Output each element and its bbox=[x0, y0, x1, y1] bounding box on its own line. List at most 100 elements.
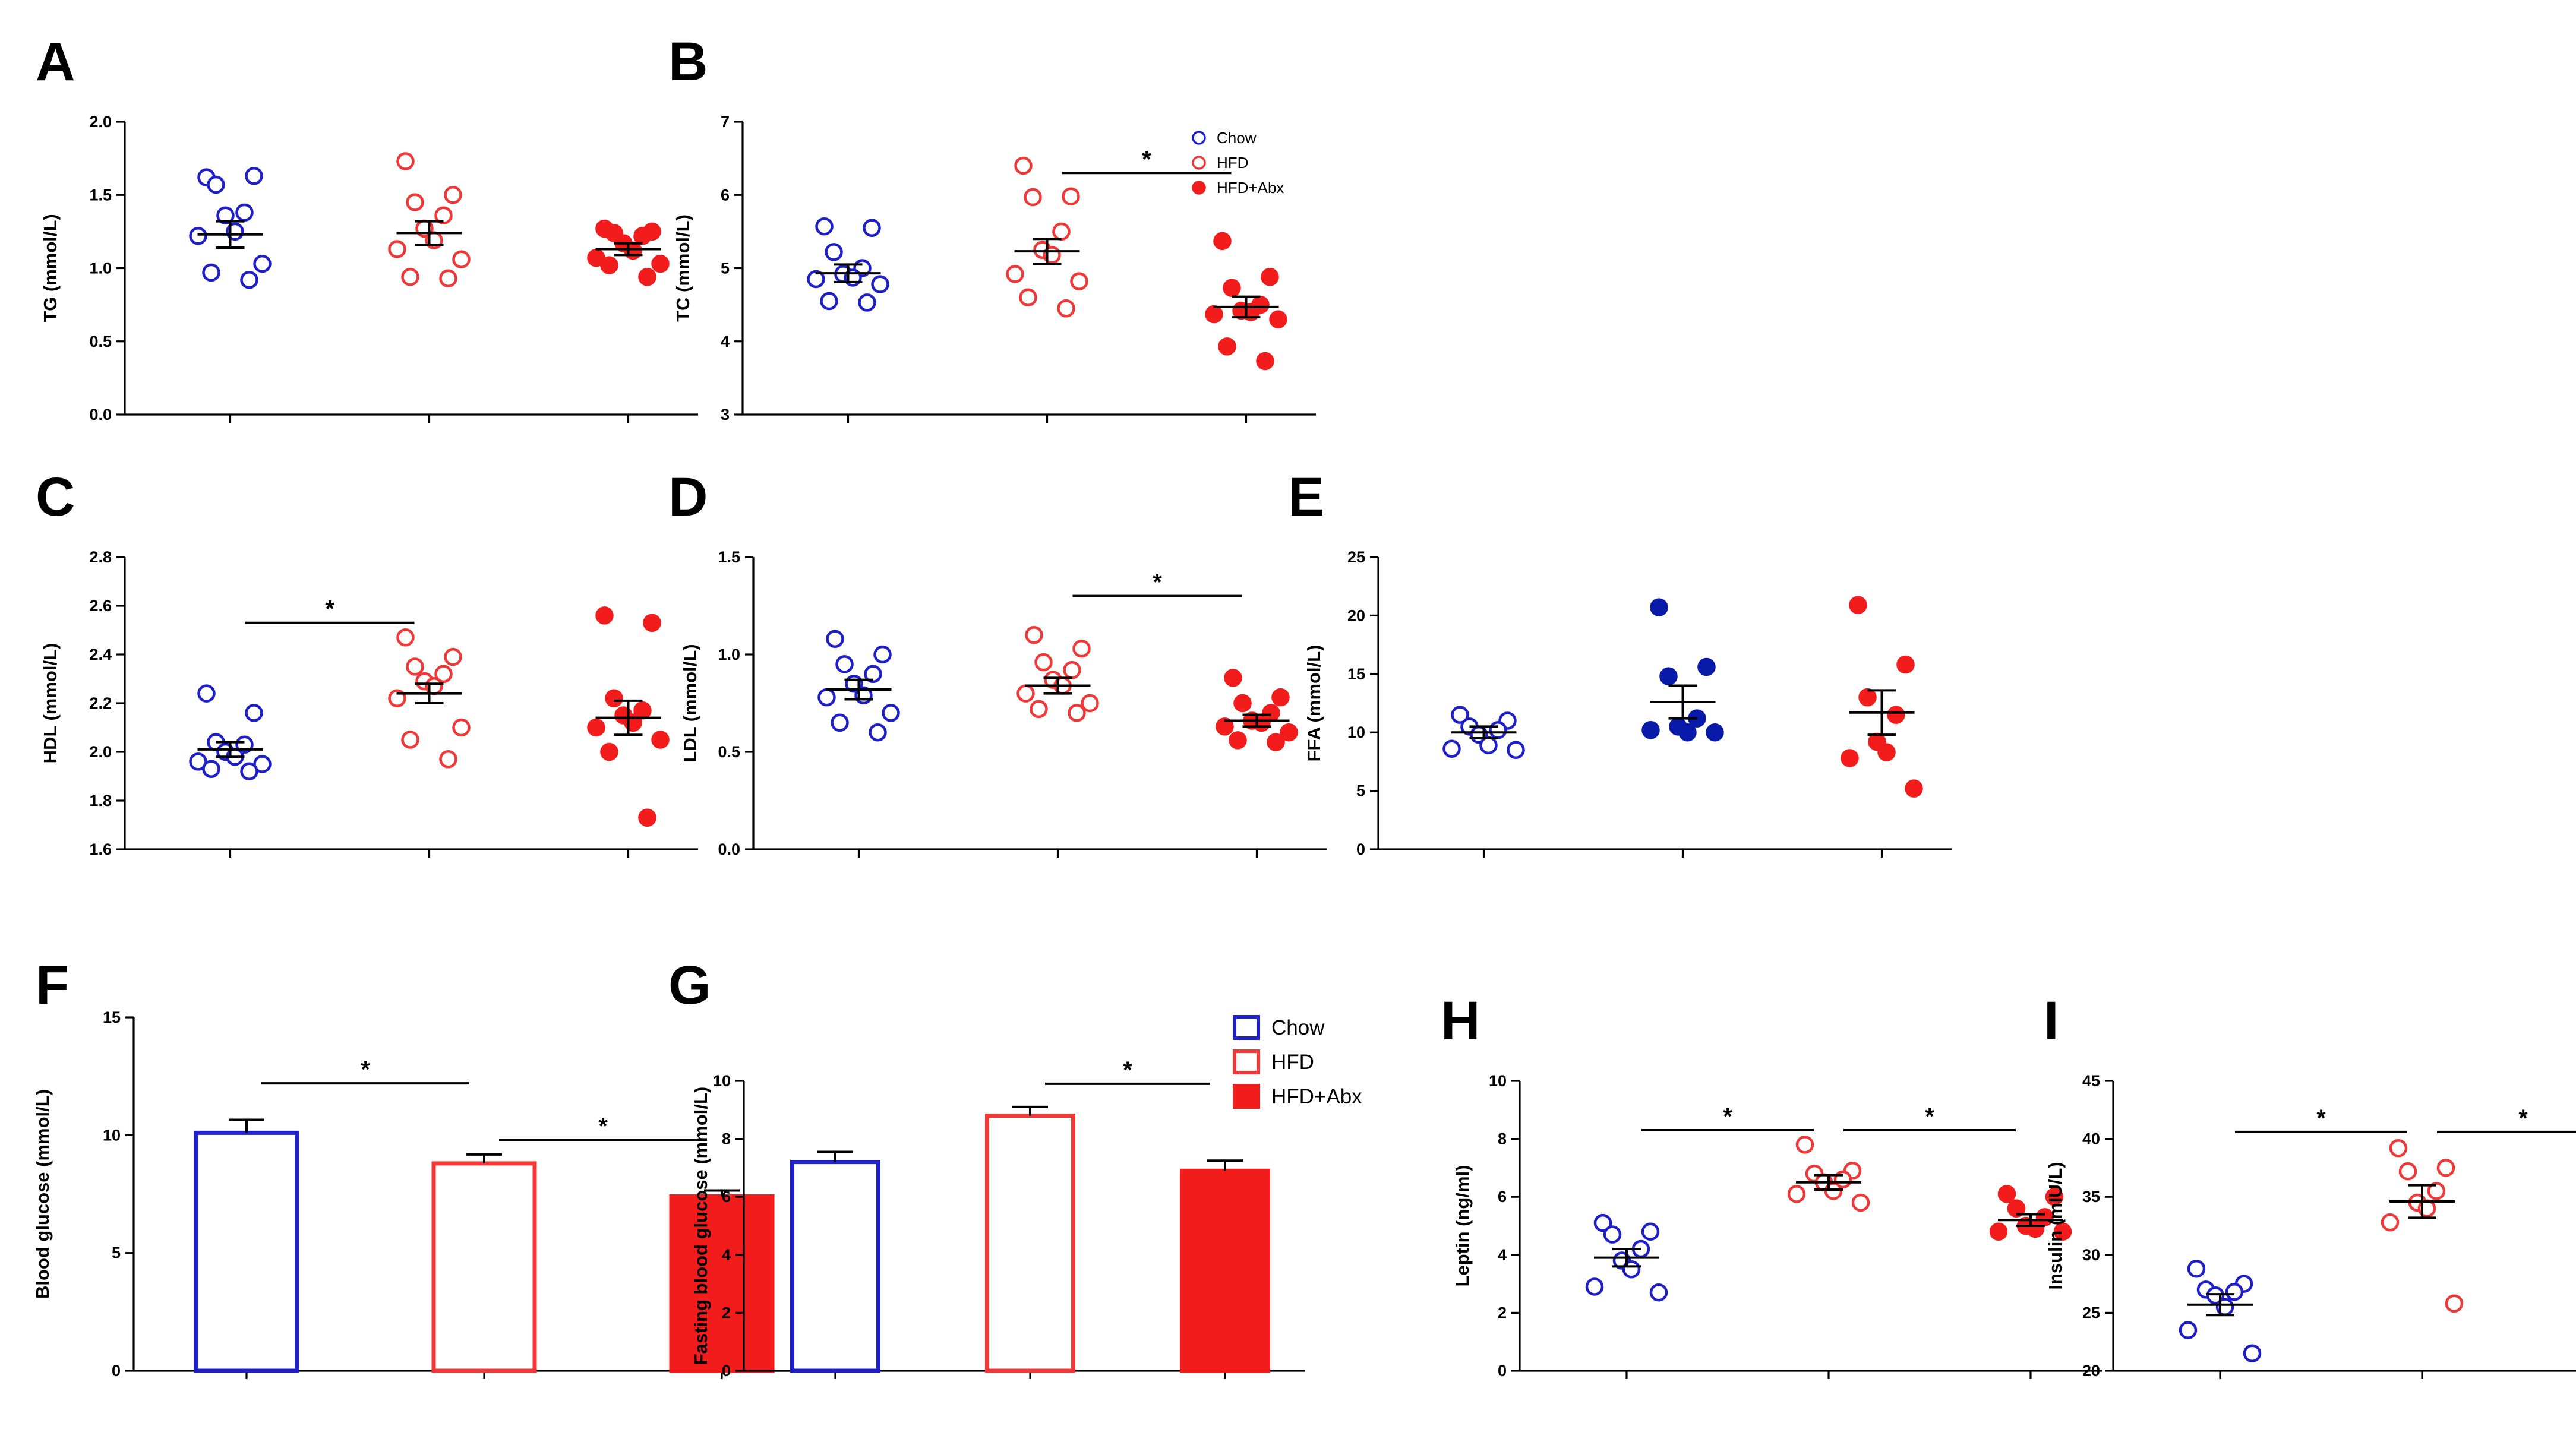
y-tick-label: 0.5 bbox=[89, 333, 112, 350]
y-tick-label: 10 bbox=[713, 1072, 731, 1090]
data-point bbox=[1507, 741, 1525, 759]
data-point bbox=[406, 193, 424, 211]
y-tick-label: 25 bbox=[2082, 1304, 2100, 1321]
data-point bbox=[401, 268, 419, 286]
data-point bbox=[1224, 669, 1242, 687]
data-point bbox=[1256, 352, 1274, 371]
data-point bbox=[1650, 598, 1668, 616]
y-tick-label: 0.0 bbox=[89, 406, 112, 423]
data-point bbox=[882, 704, 900, 722]
data-point bbox=[2179, 1321, 2198, 1339]
y-tick-label: 30 bbox=[2082, 1246, 2100, 1264]
data-point bbox=[2445, 1294, 2464, 1313]
data-point bbox=[869, 723, 887, 742]
bar bbox=[790, 1160, 880, 1373]
data-point bbox=[2053, 1222, 2072, 1241]
data-point bbox=[1271, 688, 1290, 707]
data-point bbox=[820, 292, 838, 311]
data-point bbox=[633, 227, 652, 245]
data-point bbox=[1205, 305, 1223, 324]
significance-star: * bbox=[1142, 146, 1151, 172]
bar bbox=[985, 1114, 1075, 1373]
legend-label: HFD bbox=[1217, 154, 1248, 172]
data-point bbox=[825, 243, 843, 261]
significance-star: * bbox=[2316, 1105, 2326, 1131]
data-point bbox=[1649, 1283, 1668, 1302]
bar bbox=[669, 1194, 775, 1373]
data-point bbox=[207, 175, 225, 194]
y-tick-label: 10 bbox=[103, 1126, 121, 1144]
y-tick-label: 1.8 bbox=[89, 792, 112, 809]
panel-a: A 0.0 0.5 1.0 1.5 2.0 TG (mmol/L) bbox=[36, 31, 698, 423]
data-point bbox=[189, 227, 207, 245]
bar bbox=[1180, 1168, 1270, 1373]
legend-swatch bbox=[1233, 1049, 1260, 1074]
data-point bbox=[831, 713, 849, 732]
data-point bbox=[871, 275, 889, 293]
legend-label: Chow bbox=[1217, 129, 1257, 147]
legend-marker bbox=[1192, 131, 1206, 145]
y-tick-label: 4 bbox=[721, 333, 730, 350]
scatter-legend: Chow HFD HFD+Abx bbox=[1192, 129, 1284, 197]
data-point bbox=[240, 270, 258, 289]
y-tick-label: 1.5 bbox=[89, 186, 112, 204]
data-point bbox=[1841, 749, 1859, 767]
data-point bbox=[439, 269, 457, 288]
data-point bbox=[1229, 731, 1247, 750]
data-point bbox=[863, 219, 881, 237]
data-point bbox=[1989, 1222, 2008, 1241]
data-point bbox=[600, 742, 618, 761]
data-point bbox=[1489, 721, 1507, 739]
data-point bbox=[388, 240, 406, 258]
y-tick-label: 10 bbox=[1347, 723, 1365, 741]
data-point bbox=[1641, 1222, 1660, 1241]
data-point bbox=[444, 186, 462, 204]
y-tick-label: 45 bbox=[2082, 1072, 2100, 1090]
panel-i: I 20 25 30 35 40 45 Insulin (mIU/L) * * bbox=[2044, 991, 2576, 1380]
data-point bbox=[2436, 1159, 2455, 1177]
y-axis-label: TC (mmol/L) bbox=[673, 214, 693, 322]
y-tick-label: 8 bbox=[1498, 1130, 1507, 1148]
data-point bbox=[240, 762, 258, 781]
legend-swatch bbox=[1233, 1015, 1260, 1040]
y-axis-label: Blood glucose (mmol/L) bbox=[32, 1089, 53, 1299]
data-point bbox=[2389, 1139, 2408, 1158]
panel-c: C 1.6 1.8 2.0 2.2 2.4 2.6 2.8 HDL (mmol/L) * bbox=[36, 467, 698, 858]
y-tick-label: 6 bbox=[1498, 1188, 1507, 1206]
data-point bbox=[1887, 706, 1905, 724]
significance-star: * bbox=[598, 1113, 608, 1139]
data-point bbox=[1851, 1193, 1870, 1212]
data-point bbox=[434, 206, 453, 225]
data-point bbox=[1019, 288, 1037, 307]
bar bbox=[431, 1161, 537, 1373]
y-tick-label: 1.0 bbox=[89, 260, 112, 277]
data-point bbox=[2398, 1162, 2417, 1181]
data-point bbox=[651, 731, 670, 749]
data-point bbox=[1795, 1136, 1814, 1154]
y-tick-label: 10 bbox=[1489, 1072, 1507, 1090]
legend-label: HFD bbox=[1271, 1051, 1314, 1074]
data-point bbox=[245, 166, 263, 185]
y-tick-label: 2 bbox=[1498, 1304, 1507, 1321]
data-point bbox=[1072, 639, 1091, 658]
data-point bbox=[452, 250, 471, 268]
panel-label-a: A bbox=[36, 31, 75, 92]
data-point bbox=[396, 628, 415, 647]
data-point bbox=[826, 630, 844, 649]
y-axis-label: LDL (mmol/L) bbox=[680, 644, 700, 762]
y-tick-label: 2.2 bbox=[89, 694, 112, 712]
data-point bbox=[1068, 704, 1086, 722]
y-tick-label: 5 bbox=[1356, 782, 1365, 800]
panel-f: F 0 5 10 15 Blood glucose (mmol/L) * * bbox=[32, 955, 823, 1380]
y-tick-label: 6 bbox=[722, 1188, 731, 1206]
data-point bbox=[1081, 694, 1099, 713]
y-tick-label: 4 bbox=[1498, 1246, 1507, 1264]
data-point bbox=[1223, 279, 1241, 298]
y-tick-label: 1.5 bbox=[718, 548, 740, 566]
y-tick-label: 4 bbox=[722, 1246, 731, 1264]
data-point bbox=[651, 254, 670, 273]
y-axis-label: Insulin (mIU/L) bbox=[2045, 1162, 2066, 1289]
data-point bbox=[1451, 706, 1469, 724]
data-point bbox=[2225, 1283, 2244, 1301]
